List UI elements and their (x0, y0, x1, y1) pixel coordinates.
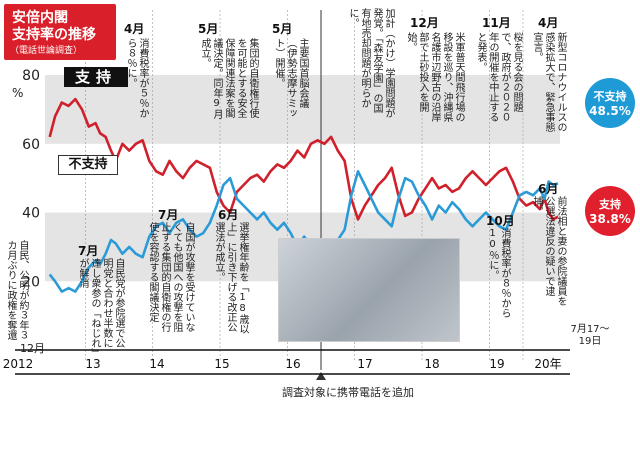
note-2016-5-month: 5月 (272, 22, 293, 36)
note-2017-12: 米軍普天間飛行場の移設を巡り、沖縄県名護市辺野古の沿岸部で土砂投入を開始。 (405, 32, 464, 122)
note-2020-4-month: 4月 (538, 16, 559, 30)
note-2020-6: 前法相と妻の参院議員を公選法違反の疑いで逮捕。 (531, 196, 566, 306)
mobile-marker-arrow (316, 372, 327, 380)
x-tick-label: 14 (149, 357, 164, 371)
page-subtitle: （電話世論調査） (10, 46, 83, 56)
x-tick-label: 18 (424, 357, 439, 371)
note-2015-6-month: 6月 (218, 208, 239, 222)
x-tick-label: 17 (357, 357, 372, 371)
series-line-support (48, 97, 559, 221)
note-2019-11: 桜を見る会の問題で、政府が２０２０年の開催を中止すると発表。 (475, 32, 522, 122)
x-tick-label: 19 (489, 357, 504, 371)
support-label: 支持 (64, 67, 128, 87)
note-2013-7-month: 7月 (78, 244, 99, 258)
mobile-phone-note: 調査対象に携帯電話を追加 (282, 386, 414, 399)
nonsupport-end-value: 48.5% (589, 104, 631, 118)
note-2017-12-month: 12月 (410, 16, 439, 30)
photo (278, 238, 460, 342)
nonsupport-end-name: 不支持 (593, 90, 627, 103)
nonsupport-end-badge: 不支持 48.5% (585, 78, 635, 128)
note-2019-10: 消費税率が８％から10％に。 (487, 228, 510, 318)
x-tick-label: 20年 (534, 357, 561, 371)
note-2013-4-month: 4月 (124, 22, 145, 36)
note-2014-7: 自国が攻撃を受けていなくても他国への攻撃を阻止する集団的自衛権の行使を容認する閣… (147, 222, 194, 332)
note-2015-6: 選挙権年齢を「18歳以上」に引き下げる改正公選法が成立。 (213, 222, 248, 334)
x-tick-label: 13 (85, 357, 100, 371)
series-line-nonsupport (48, 170, 559, 293)
note-2016-5: 主要国首脳会議（伊勢志摩サミット）開催。 (273, 38, 308, 118)
y-tick-label: 40 (22, 206, 40, 222)
start-month-label: 12月 (20, 342, 45, 355)
note-2013-4: 消費税率が５％から８％に。 (125, 38, 148, 118)
note-2013-7: 自民党が参院選で公明党と合わせ半数に達し衆参の「ねじれ」が解消 (77, 258, 124, 353)
page-title-line2: 支持率の推移 (12, 27, 96, 43)
nonsupport-label: 不支持 (58, 155, 118, 175)
x-tick-label: 16 (285, 357, 300, 371)
note-2014-5: 集団的自衛権行使を可能とする安全保障関連法案を閣議決定。同年9月成立。 (199, 38, 258, 119)
y-tick-label: 80 (22, 68, 40, 84)
grid-band-0 (45, 75, 560, 144)
support-end-badge: 支持 38.8% (585, 186, 635, 236)
page-title-line1: 安倍内閣 (12, 10, 68, 26)
note-2019-11-month: 11月 (482, 16, 511, 30)
note-2019-10-month: 10月 (486, 214, 515, 228)
note-2017: 加計（かけ）学園問題が発覚。「森友学園」の国有地売却問題が明らかに。 (347, 8, 394, 118)
chart-header: 安倍内閣 支持率の推移 （電話世論調査） (4, 4, 116, 60)
support-end-value: 38.8% (589, 212, 631, 226)
support-end-name: 支持 (599, 198, 621, 211)
note-2020-4: 新型コロナウイルスの感染拡大で、緊急事態宣言。 (531, 32, 566, 132)
x-tick-label: 2012 (3, 357, 34, 371)
note-2014-7-month: 7月 (158, 208, 179, 222)
note-2012-12: 自民、公明が約３年３カ月ぶりに政権を奪還 (5, 240, 28, 340)
y-tick-label: 60 (22, 137, 40, 153)
note-2014-5-month: 5月 (198, 22, 219, 36)
note-2020-6-month: 6月 (538, 182, 559, 196)
end-period-label: 7月17～19日 (570, 324, 610, 347)
y-tick-label: 20 (22, 274, 40, 290)
y-unit-label: % (12, 86, 23, 100)
x-tick-label: 15 (214, 357, 229, 371)
